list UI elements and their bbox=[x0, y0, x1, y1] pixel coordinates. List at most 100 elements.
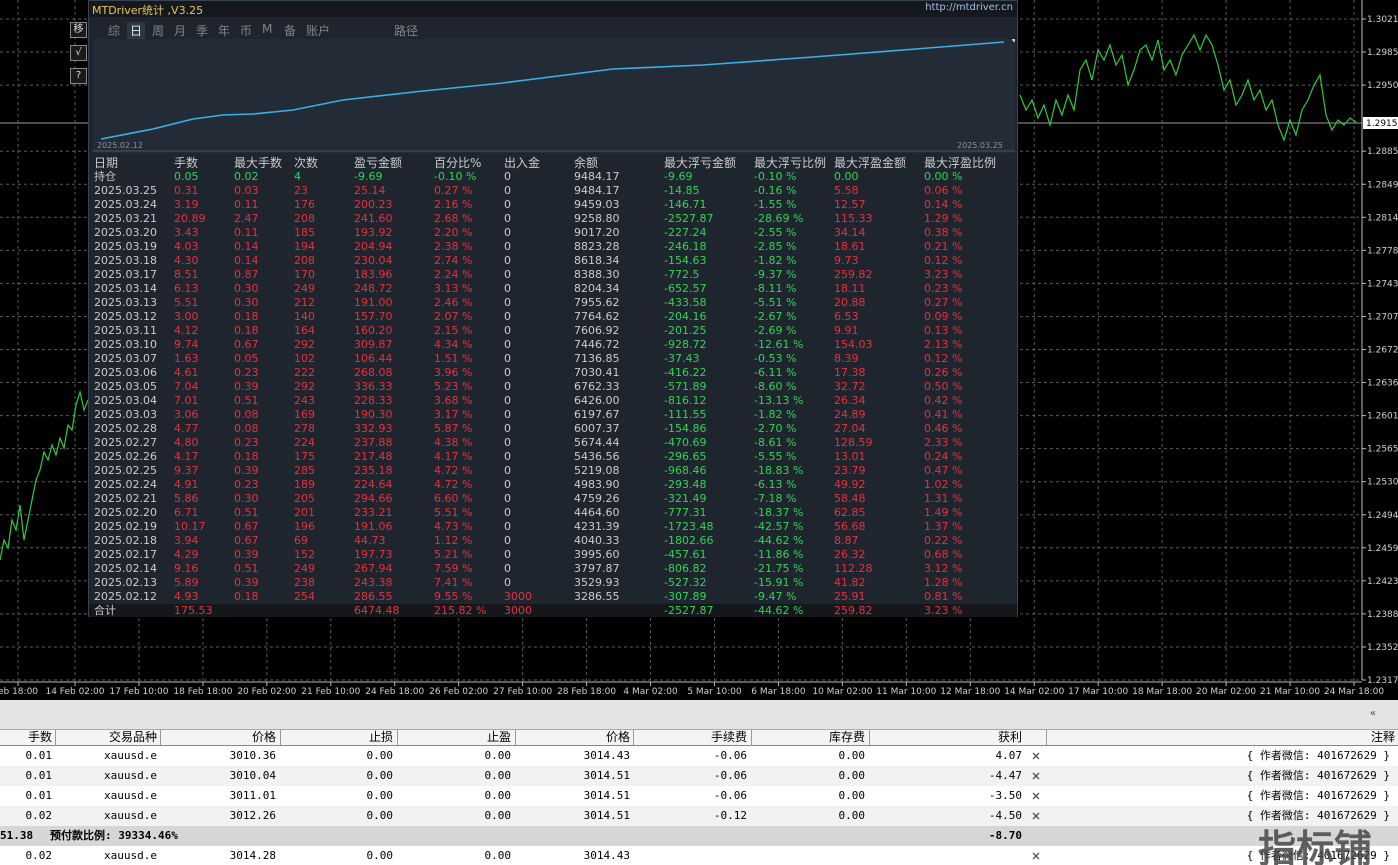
terminal-header-cell[interactable]: 注释 bbox=[1370, 730, 1395, 744]
equity-background bbox=[93, 39, 1015, 153]
terminal-collapse[interactable]: « bbox=[1370, 708, 1377, 719]
column-header: 出入金 bbox=[504, 156, 541, 170]
row-value: 7.41 % bbox=[434, 576, 473, 589]
close-order[interactable] bbox=[1032, 792, 1040, 800]
close-order[interactable] bbox=[1032, 812, 1040, 820]
tab[interactable]: M bbox=[262, 22, 273, 36]
tab[interactable]: 周 bbox=[152, 24, 165, 38]
close-stroke bbox=[1032, 772, 1040, 780]
row-value: 0.30 bbox=[234, 282, 259, 295]
row-value: 4.34 % bbox=[434, 338, 473, 351]
order-row[interactable] bbox=[0, 846, 1398, 865]
row-value: 2.33 % bbox=[924, 436, 963, 449]
row-value: 0.67 bbox=[234, 338, 259, 351]
row-value: -14.85 bbox=[664, 184, 700, 197]
terminal-header-cell[interactable]: 价格 bbox=[251, 730, 276, 744]
row-value: 191.06 bbox=[354, 520, 393, 533]
row-date: 2025.02.17 bbox=[94, 548, 157, 561]
row-value: 3.13 % bbox=[434, 282, 473, 295]
row-value: 0 bbox=[504, 296, 511, 309]
tab[interactable]: 路径 bbox=[394, 24, 419, 38]
tool-button[interactable]: ? bbox=[70, 68, 87, 84]
row-value: 241.60 bbox=[354, 212, 393, 225]
row-value: 0.39 bbox=[234, 464, 259, 477]
tool-button[interactable]: 移 bbox=[70, 22, 87, 38]
row-value: -2527.87 bbox=[664, 212, 714, 225]
row-value: 0.13 % bbox=[924, 324, 963, 337]
price-label: 1.27780 bbox=[1367, 246, 1398, 256]
row-value: 1.31 % bbox=[924, 492, 963, 505]
row-value: -12.61 % bbox=[754, 338, 804, 351]
row-value: 0 bbox=[504, 366, 511, 379]
row-value: 9.16 bbox=[174, 562, 199, 575]
tab[interactable]: 季 bbox=[196, 24, 209, 38]
row-value: 4.17 bbox=[174, 450, 199, 463]
order-sl: 0.00 bbox=[366, 809, 394, 822]
row-value: -8.60 % bbox=[754, 380, 797, 393]
row-value: -246.18 bbox=[664, 240, 707, 253]
order-symbol: xauusd.e bbox=[104, 789, 157, 802]
row-value: 0 bbox=[504, 548, 511, 561]
row-value: 237.88 bbox=[354, 436, 393, 449]
price-label: 1.25650 bbox=[1367, 445, 1398, 455]
close-order[interactable] bbox=[1032, 852, 1040, 860]
row-value: 8618.34 bbox=[574, 254, 620, 267]
row-value: 25.14 bbox=[354, 184, 386, 197]
time-label: 20 Mar 02:00 bbox=[1196, 687, 1256, 697]
time-label: 11 Mar 10:00 bbox=[876, 687, 936, 697]
tab[interactable]: 备 bbox=[284, 24, 297, 38]
row-value: 20.89 bbox=[174, 212, 206, 225]
row-value: 228.33 bbox=[354, 394, 393, 407]
close-order[interactable] bbox=[1032, 772, 1040, 780]
order-row[interactable] bbox=[0, 786, 1398, 807]
row-value: 0.12 % bbox=[924, 352, 963, 365]
tab[interactable]: 币 bbox=[240, 24, 253, 38]
row-value: 191.00 bbox=[354, 296, 393, 309]
tab[interactable]: 年 bbox=[218, 24, 231, 38]
row-date: 2025.03.20 bbox=[94, 226, 157, 239]
terminal-header-cell[interactable]: 交易品种 bbox=[108, 730, 157, 744]
row-value: 34.14 bbox=[834, 226, 866, 239]
row-value: -11.86 % bbox=[754, 548, 804, 561]
order-price: 3011.01 bbox=[229, 789, 276, 802]
order-row[interactable] bbox=[0, 766, 1398, 787]
price-label: 1.27070 bbox=[1367, 312, 1398, 322]
time-label: 21 Mar 10:00 bbox=[1260, 687, 1320, 697]
terminal-header-cell[interactable]: 库存费 bbox=[828, 730, 865, 744]
column-header: 最大浮盈比例 bbox=[924, 156, 997, 170]
order-tp: 0.00 bbox=[484, 749, 512, 762]
terminal-header-cell[interactable]: 价格 bbox=[605, 730, 630, 744]
tab[interactable]: 月 bbox=[174, 24, 187, 38]
terminal-header-cell[interactable]: 手数 bbox=[27, 730, 52, 744]
order-lots: 0.01 bbox=[25, 749, 53, 762]
terminal-header-cell[interactable]: 止盈 bbox=[486, 730, 511, 744]
tab[interactable]: 日 bbox=[127, 22, 146, 39]
order-row[interactable] bbox=[0, 806, 1398, 827]
tool-button[interactable]: √ bbox=[70, 45, 87, 61]
tab[interactable]: 账户 bbox=[306, 24, 331, 38]
row-value: 5674.44 bbox=[574, 436, 620, 449]
row-value: 7606.92 bbox=[574, 324, 620, 337]
row-value: 4.38 % bbox=[434, 436, 473, 449]
row-date: 2025.02.24 bbox=[94, 478, 157, 491]
row-value: 189 bbox=[294, 478, 315, 491]
row-value: 7030.41 bbox=[574, 366, 620, 379]
row-value: 292 bbox=[294, 338, 315, 351]
row-value: 0.81 % bbox=[924, 590, 963, 603]
row-value: 2.20 % bbox=[434, 226, 473, 239]
price-label: 1.30210 bbox=[1367, 15, 1398, 25]
order-row[interactable] bbox=[0, 746, 1398, 767]
row-value: 0.38 % bbox=[924, 226, 963, 239]
terminal-header-cell[interactable]: 止损 bbox=[368, 730, 393, 744]
tab[interactable]: 综 bbox=[108, 24, 121, 38]
panel-url[interactable]: http://mtdriver.cn bbox=[925, 2, 1013, 13]
time-label: 26 Feb 02:00 bbox=[429, 687, 488, 697]
row-value: 0.08 bbox=[234, 422, 259, 435]
terminal-header-cell[interactable]: 获利 bbox=[997, 730, 1022, 744]
row-value: 7764.62 bbox=[574, 310, 620, 323]
row-value: 12.57 bbox=[834, 198, 866, 211]
terminal-header-cell[interactable]: 手续费 bbox=[710, 730, 747, 744]
close-order[interactable] bbox=[1032, 752, 1040, 760]
row-value: 183.96 bbox=[354, 268, 393, 281]
row-value: 0.50 % bbox=[924, 380, 963, 393]
